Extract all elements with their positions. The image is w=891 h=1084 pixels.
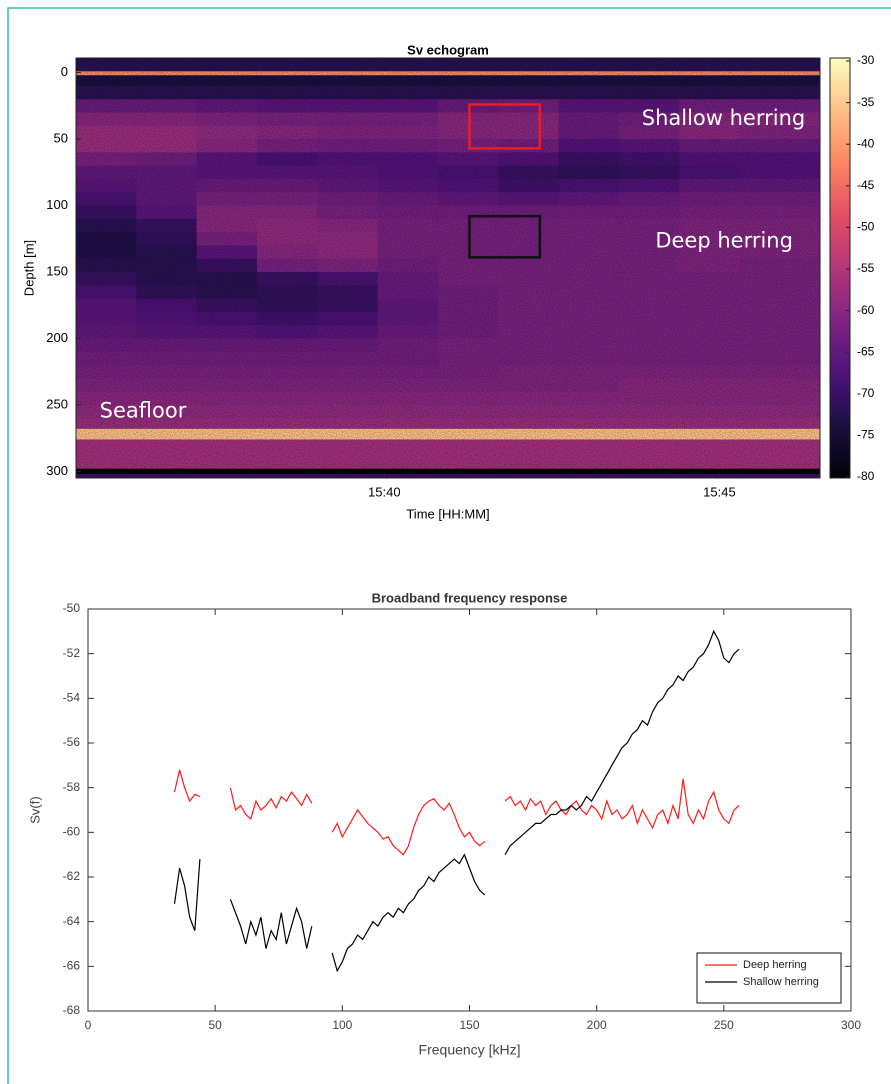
y-tick-label: 200	[46, 330, 68, 345]
x-tick-label: 100	[332, 1018, 352, 1032]
region-box	[468, 214, 542, 259]
y-tick-label: -68	[63, 1003, 81, 1017]
plot-frame	[75, 57, 821, 479]
y-tick-label: 0	[61, 64, 68, 79]
x-axis-label: Time [HH:MM]	[406, 506, 489, 521]
annotation: Deep herring	[655, 228, 793, 252]
x-tick-label: 0	[85, 1018, 92, 1032]
y-tick-label: 100	[46, 197, 68, 212]
noise-texture	[76, 58, 820, 478]
x-tick-label: 150	[459, 1018, 479, 1032]
chart-title: Broadband frequency response	[372, 590, 568, 605]
x-axis-label: Frequency [kHz]	[419, 1042, 521, 1058]
series-line	[173, 769, 740, 856]
legend-label: Deep herring	[743, 959, 807, 971]
colorbar-tick-label: -70	[857, 386, 875, 400]
x-tick-label: 250	[714, 1018, 734, 1032]
colorbar-tick-label: -30	[857, 53, 875, 67]
region-box	[468, 103, 542, 150]
y-tick-label: -66	[63, 959, 81, 973]
y-tick-label: -60	[63, 825, 81, 839]
legend-label: Shallow herring	[743, 976, 819, 988]
y-tick-label: -56	[63, 735, 81, 749]
colorbar-tick-label: -60	[857, 303, 875, 317]
annotation: Shallow herring	[642, 106, 805, 130]
y-tick-label: -58	[63, 780, 81, 794]
y-tick-label: -52	[63, 646, 81, 660]
colorbar-tick-label: -75	[857, 428, 875, 442]
colorbar-tick-label: -50	[857, 220, 875, 234]
y-tick-label: 150	[46, 263, 68, 278]
plot-frame	[87, 608, 852, 1012]
x-tick-label: 15:40	[368, 484, 401, 499]
legend-box	[696, 952, 842, 1004]
y-axis-label: Sv(f)	[27, 796, 42, 823]
y-tick-label: -50	[63, 601, 81, 615]
colorbar-tick-label: -35	[857, 95, 875, 109]
y-tick-label: 250	[46, 396, 68, 411]
y-axis-label: Depth [m]	[21, 240, 36, 296]
y-tick-label: -54	[63, 691, 81, 705]
colorbar-tick-label: -80	[857, 469, 875, 483]
y-tick-label: -62	[63, 869, 81, 883]
y-tick-label: 50	[54, 131, 68, 146]
x-tick-label: 300	[841, 1018, 861, 1032]
x-tick-label: 15:45	[703, 484, 736, 499]
chart-title: Sv echogram	[407, 42, 489, 57]
frequency-chart: -68 -66 -64 -62 -60 -58 -56 -54 -52 -50 0 50 100 150 2…	[27, 590, 861, 1057]
x-tick-label: 50	[208, 1018, 222, 1032]
colorbar-tick-label: -40	[857, 136, 875, 150]
echogram: Shallow herring Deep herring Seafloor 0 50 10…	[21, 42, 874, 521]
colorbar-tick-label: -55	[857, 261, 875, 275]
colorbar-tick-label: -45	[857, 178, 875, 192]
x-tick-label: 200	[587, 1018, 607, 1032]
colorbar-tick-label: -65	[857, 344, 875, 358]
series-line	[173, 629, 740, 973]
colorbar	[829, 57, 851, 479]
annotation: Seafloor	[100, 399, 187, 423]
y-tick-label: 300	[46, 463, 68, 478]
frame	[7, 7, 891, 1084]
y-tick-label: -64	[63, 914, 81, 928]
